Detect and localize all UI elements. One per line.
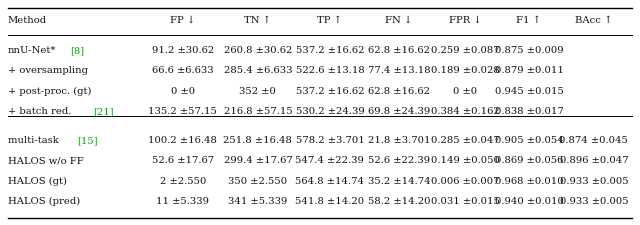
Text: 91.2 ±30.62: 91.2 ±30.62 — [152, 46, 214, 55]
Text: 537.2 ±16.62: 537.2 ±16.62 — [296, 87, 364, 96]
Text: 0.968 ±0.010: 0.968 ±0.010 — [495, 177, 563, 186]
Text: 0.879 ±0.011: 0.879 ±0.011 — [495, 66, 563, 75]
Text: 0.875 ±0.009: 0.875 ±0.009 — [495, 46, 563, 55]
Text: 530.2 ±24.39: 530.2 ±24.39 — [296, 107, 364, 116]
Text: HALOS (pred): HALOS (pred) — [8, 197, 80, 206]
Text: 578.2 ±3.701: 578.2 ±3.701 — [296, 136, 364, 145]
Text: 58.2 ±14.20: 58.2 ±14.20 — [368, 197, 430, 206]
Text: 0 ±0: 0 ±0 — [453, 87, 477, 96]
Text: nnU-Net*: nnU-Net* — [8, 46, 56, 55]
Text: HALOS (gt): HALOS (gt) — [8, 177, 67, 186]
Text: 0.006 ±0.007: 0.006 ±0.007 — [431, 177, 499, 186]
Text: 77.4 ±13.18: 77.4 ±13.18 — [368, 66, 430, 75]
Text: 62.8 ±16.62: 62.8 ±16.62 — [368, 46, 430, 55]
Text: [8]: [8] — [70, 46, 84, 55]
Text: + oversampling: + oversampling — [8, 66, 88, 75]
Text: 260.8 ±30.62: 260.8 ±30.62 — [224, 46, 292, 55]
Text: 69.8 ±24.39: 69.8 ±24.39 — [368, 107, 430, 116]
Text: 2 ±2.550: 2 ±2.550 — [159, 177, 206, 186]
Text: [21]: [21] — [93, 107, 114, 116]
Text: Method: Method — [8, 16, 47, 25]
Text: TP ↑: TP ↑ — [317, 16, 342, 25]
Text: 352 ±0: 352 ±0 — [239, 87, 276, 96]
Text: 35.2 ±14.74: 35.2 ±14.74 — [368, 177, 430, 186]
Text: 0.838 ±0.017: 0.838 ±0.017 — [495, 107, 563, 116]
Text: + batch red.: + batch red. — [8, 107, 74, 116]
Text: 135.2 ±57.15: 135.2 ±57.15 — [148, 107, 217, 116]
Text: 0.189 ±0.028: 0.189 ±0.028 — [431, 66, 499, 75]
Text: 52.6 ±22.39: 52.6 ±22.39 — [368, 156, 430, 165]
Text: 350 ±2.550: 350 ±2.550 — [228, 177, 287, 186]
Text: 0.933 ±0.005: 0.933 ±0.005 — [559, 197, 628, 206]
Text: 216.8 ±57.15: 216.8 ±57.15 — [223, 107, 292, 116]
Text: 21.8 ±3.701: 21.8 ±3.701 — [368, 136, 430, 145]
Text: 11 ±5.339: 11 ±5.339 — [156, 197, 209, 206]
Text: 52.6 ±17.67: 52.6 ±17.67 — [152, 156, 214, 165]
Text: 0.285 ±0.047: 0.285 ±0.047 — [431, 136, 499, 145]
Text: 251.8 ±16.48: 251.8 ±16.48 — [223, 136, 292, 145]
Text: 0.896 ±0.047: 0.896 ±0.047 — [559, 156, 628, 165]
Text: + post-proc. (gt): + post-proc. (gt) — [8, 87, 91, 96]
Text: FP ↓: FP ↓ — [170, 16, 195, 25]
Text: 285.4 ±6.633: 285.4 ±6.633 — [223, 66, 292, 75]
Text: 100.2 ±16.48: 100.2 ±16.48 — [148, 136, 217, 145]
Text: F1 ↑: F1 ↑ — [516, 16, 541, 25]
Text: [15]: [15] — [77, 136, 98, 145]
Text: 0.149 ±0.050: 0.149 ±0.050 — [431, 156, 499, 165]
Text: HALOS w/o FF: HALOS w/o FF — [8, 156, 83, 165]
Text: 547.4 ±22.39: 547.4 ±22.39 — [296, 156, 364, 165]
Text: FN ↓: FN ↓ — [385, 16, 413, 25]
Text: 0.933 ±0.005: 0.933 ±0.005 — [559, 177, 628, 186]
Text: 0.869 ±0.056: 0.869 ±0.056 — [495, 156, 563, 165]
Text: BAcc ↑: BAcc ↑ — [575, 16, 612, 25]
Text: TN ↑: TN ↑ — [244, 16, 271, 25]
Text: 0.384 ±0.162: 0.384 ±0.162 — [431, 107, 499, 116]
Text: multi-task: multi-task — [8, 136, 61, 145]
Text: 0.031 ±0.015: 0.031 ±0.015 — [431, 197, 499, 206]
Text: 0.259 ±0.087: 0.259 ±0.087 — [431, 46, 499, 55]
Text: 541.8 ±14.20: 541.8 ±14.20 — [295, 197, 365, 206]
Text: 62.8 ±16.62: 62.8 ±16.62 — [368, 87, 430, 96]
Text: 564.8 ±14.74: 564.8 ±14.74 — [296, 177, 364, 186]
Text: 522.6 ±13.18: 522.6 ±13.18 — [296, 66, 364, 75]
Text: 0.945 ±0.015: 0.945 ±0.015 — [495, 87, 563, 96]
Text: 0.874 ±0.045: 0.874 ±0.045 — [559, 136, 628, 145]
Text: 66.6 ±6.633: 66.6 ±6.633 — [152, 66, 214, 75]
Text: FPR ↓: FPR ↓ — [449, 16, 481, 25]
Text: 299.4 ±17.67: 299.4 ±17.67 — [223, 156, 292, 165]
Text: 537.2 ±16.62: 537.2 ±16.62 — [296, 46, 364, 55]
Text: 0.905 ±0.054: 0.905 ±0.054 — [495, 136, 563, 145]
Text: 0 ±0: 0 ±0 — [171, 87, 195, 96]
Text: 0.940 ±0.010: 0.940 ±0.010 — [495, 197, 563, 206]
Text: 341 ±5.339: 341 ±5.339 — [228, 197, 287, 206]
